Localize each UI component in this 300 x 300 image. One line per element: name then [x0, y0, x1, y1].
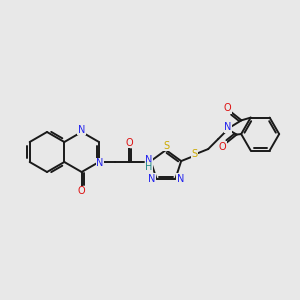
Text: N: N	[148, 174, 155, 184]
Text: O: O	[219, 142, 226, 152]
Text: N: N	[224, 122, 232, 132]
Text: S: S	[191, 149, 197, 159]
Text: S: S	[163, 141, 169, 151]
Text: O: O	[224, 103, 231, 113]
Text: N: N	[78, 125, 85, 135]
Text: N: N	[177, 174, 184, 184]
Text: N: N	[145, 155, 153, 165]
Text: H: H	[145, 162, 153, 172]
Text: N: N	[96, 158, 103, 168]
Text: O: O	[78, 186, 86, 196]
Text: O: O	[125, 138, 133, 148]
